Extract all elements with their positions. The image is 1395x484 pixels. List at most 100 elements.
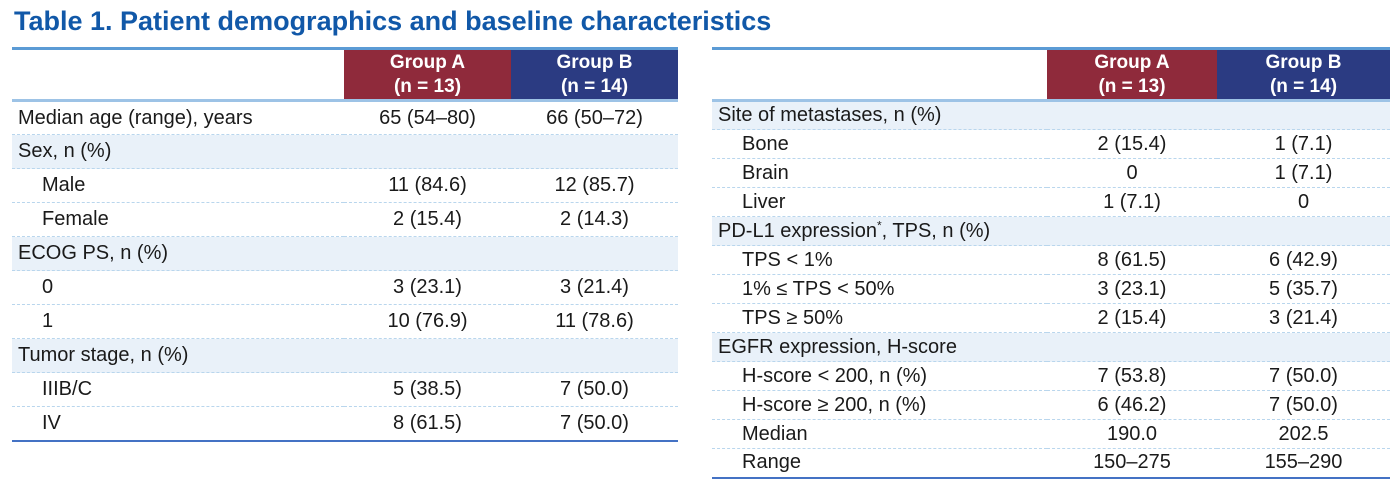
row-label: EGFR expression, H-score: [712, 332, 1047, 362]
value-group-b: 11 (78.6): [511, 304, 678, 339]
value-group-a: 6 (46.2): [1047, 390, 1217, 420]
row-label: Range: [712, 448, 1047, 478]
value-group-a: 3 (23.1): [344, 270, 511, 305]
row-label: 1: [12, 304, 344, 339]
row-label: Median age (range), years: [18, 106, 253, 129]
table-row: TPS < 1% 8 (61.5) 6 (42.9): [712, 245, 1390, 275]
value-group-b: [511, 338, 678, 373]
value-group-b: 3 (21.4): [511, 270, 678, 305]
value-group-b: [1217, 332, 1390, 362]
table-row: Bone 2 (15.4) 1 (7.1): [712, 129, 1390, 159]
row-label: Bone: [712, 129, 1047, 159]
value-group-b: 7 (50.0): [511, 406, 678, 441]
row-label: H-score < 200, n (%): [712, 361, 1047, 391]
value-group-a: [344, 338, 511, 373]
row-label: IV: [12, 406, 344, 441]
category-row: PD-L1 expression*, TPS, n (%): [712, 216, 1390, 246]
value-group-a: 2 (15.4): [344, 202, 511, 237]
row-label: Median: [712, 419, 1047, 449]
value-group-b: 66 (50–72): [546, 106, 643, 129]
value-group-a: 1 (7.1): [1047, 187, 1217, 217]
category-row: Site of metastases, n (%): [712, 100, 1390, 130]
value-group-b: [1217, 100, 1390, 130]
value-group-a: [1047, 216, 1217, 246]
table-row: Median 190.0 202.5: [712, 419, 1390, 449]
value-group-a: [1047, 332, 1217, 362]
value-group-b: [511, 236, 678, 271]
category-row: Tumor stage, n (%): [12, 338, 678, 373]
demographics-table-left: Group A (n = 13) Group B (n = 14) Median age…: [12, 47, 678, 442]
footnote-marker: *: [876, 217, 882, 232]
tables-container: Group A (n = 13) Group B (n = 14) Median age…: [12, 47, 1395, 479]
value-group-b: 12 (85.7): [511, 168, 678, 203]
row-label: 1% ≤ TPS < 50%: [712, 274, 1047, 304]
table-row: IV 8 (61.5) 7 (50.0): [12, 406, 678, 441]
value-group-a: 10 (76.9): [344, 304, 511, 339]
value-group-b: 3 (21.4): [1217, 303, 1390, 333]
value-group-a: 8 (61.5): [1047, 245, 1217, 275]
value-group-b: 1 (7.1): [1217, 129, 1390, 159]
row-label: TPS ≥ 50%: [712, 303, 1047, 333]
value-group-b: 7 (50.0): [1217, 361, 1390, 391]
table-row: Range 150–275 155–290: [712, 448, 1390, 478]
table-row: TPS ≥ 50% 2 (15.4) 3 (21.4): [712, 303, 1390, 333]
table-row: H-score ≥ 200, n (%) 6 (46.2) 7 (50.0): [712, 390, 1390, 420]
value-group-b: 7 (50.0): [1217, 390, 1390, 420]
table-title: Table 1. Patient demographics and baseli…: [14, 6, 772, 36]
demographics-table-right: Group A (n = 13) Group B (n = 14) Site of me…: [712, 47, 1390, 479]
header-row: Group A (n = 13) Group B (n = 14): [12, 48, 678, 102]
value-group-a: 7 (53.8): [1047, 361, 1217, 391]
table-row: 1 10 (76.9) 11 (78.6): [12, 304, 678, 339]
row-label: PD-L1 expression*, TPS, n (%): [712, 216, 1047, 246]
value-group-b: 6 (42.9): [1217, 245, 1390, 275]
column-header-blank: [712, 48, 1047, 102]
value-group-b: 1 (7.1): [1217, 158, 1390, 188]
table-row: Liver 1 (7.1) 0: [712, 187, 1390, 217]
value-group-a: 2 (15.4): [1047, 303, 1217, 333]
table-row: 1% ≤ TPS < 50% 3 (23.1) 5 (35.7): [712, 274, 1390, 304]
value-group-a: 190.0: [1047, 419, 1217, 449]
row-label: Male: [12, 168, 344, 203]
category-row: Sex, n (%): [12, 134, 678, 169]
column-header-group-a: Group A (n = 13): [344, 48, 511, 102]
value-group-b: [511, 134, 678, 169]
value-group-a: [344, 134, 511, 169]
column-header-group-b: Group B (n = 14): [511, 48, 678, 102]
column-header-blank: [12, 48, 344, 102]
value-group-a: 0: [1047, 158, 1217, 188]
table-row: Female 2 (15.4) 2 (14.3): [12, 202, 678, 237]
value-group-b: [1217, 216, 1390, 246]
row-label: TPS < 1%: [712, 245, 1047, 275]
row-label: Brain: [712, 158, 1047, 188]
value-group-a: 11 (84.6): [344, 168, 511, 203]
value-group-a: [1047, 100, 1217, 130]
value-group-b: 202.5: [1217, 419, 1390, 449]
value-group-a: 150–275: [1047, 448, 1217, 478]
value-group-b: 5 (35.7): [1217, 274, 1390, 304]
row-label: Female: [12, 202, 344, 237]
row-label: Site of metastases, n (%): [712, 100, 1047, 130]
row-label: 0: [12, 270, 344, 305]
header-row: Group A (n = 13) Group B (n = 14): [712, 48, 1390, 102]
column-header-group-b: Group B (n = 14): [1217, 48, 1390, 102]
value-group-b: 0: [1217, 187, 1390, 217]
row-label: Liver: [712, 187, 1047, 217]
table-row: Brain 0 1 (7.1): [712, 158, 1390, 188]
value-group-a: 65 (54–80): [379, 106, 476, 129]
row-label: H-score ≥ 200, n (%): [712, 390, 1047, 420]
value-group-b: 2 (14.3): [511, 202, 678, 237]
table-row: IIIB/C 5 (38.5) 7 (50.0): [12, 372, 678, 407]
row-label: Tumor stage, n (%): [12, 338, 344, 373]
value-group-a: 8 (61.5): [344, 406, 511, 441]
table-row: Male 11 (84.6) 12 (85.7): [12, 168, 678, 203]
row-label: IIIB/C: [12, 372, 344, 407]
value-group-a: 5 (38.5): [344, 372, 511, 407]
column-header-group-a: Group A (n = 13): [1047, 48, 1217, 102]
table-row: Median age (range), years 65 (54–80) 66 (5…: [12, 101, 678, 135]
value-group-a: [344, 236, 511, 271]
value-group-a: 2 (15.4): [1047, 129, 1217, 159]
category-row: EGFR expression, H-score: [712, 332, 1390, 362]
value-group-a: 3 (23.1): [1047, 274, 1217, 304]
